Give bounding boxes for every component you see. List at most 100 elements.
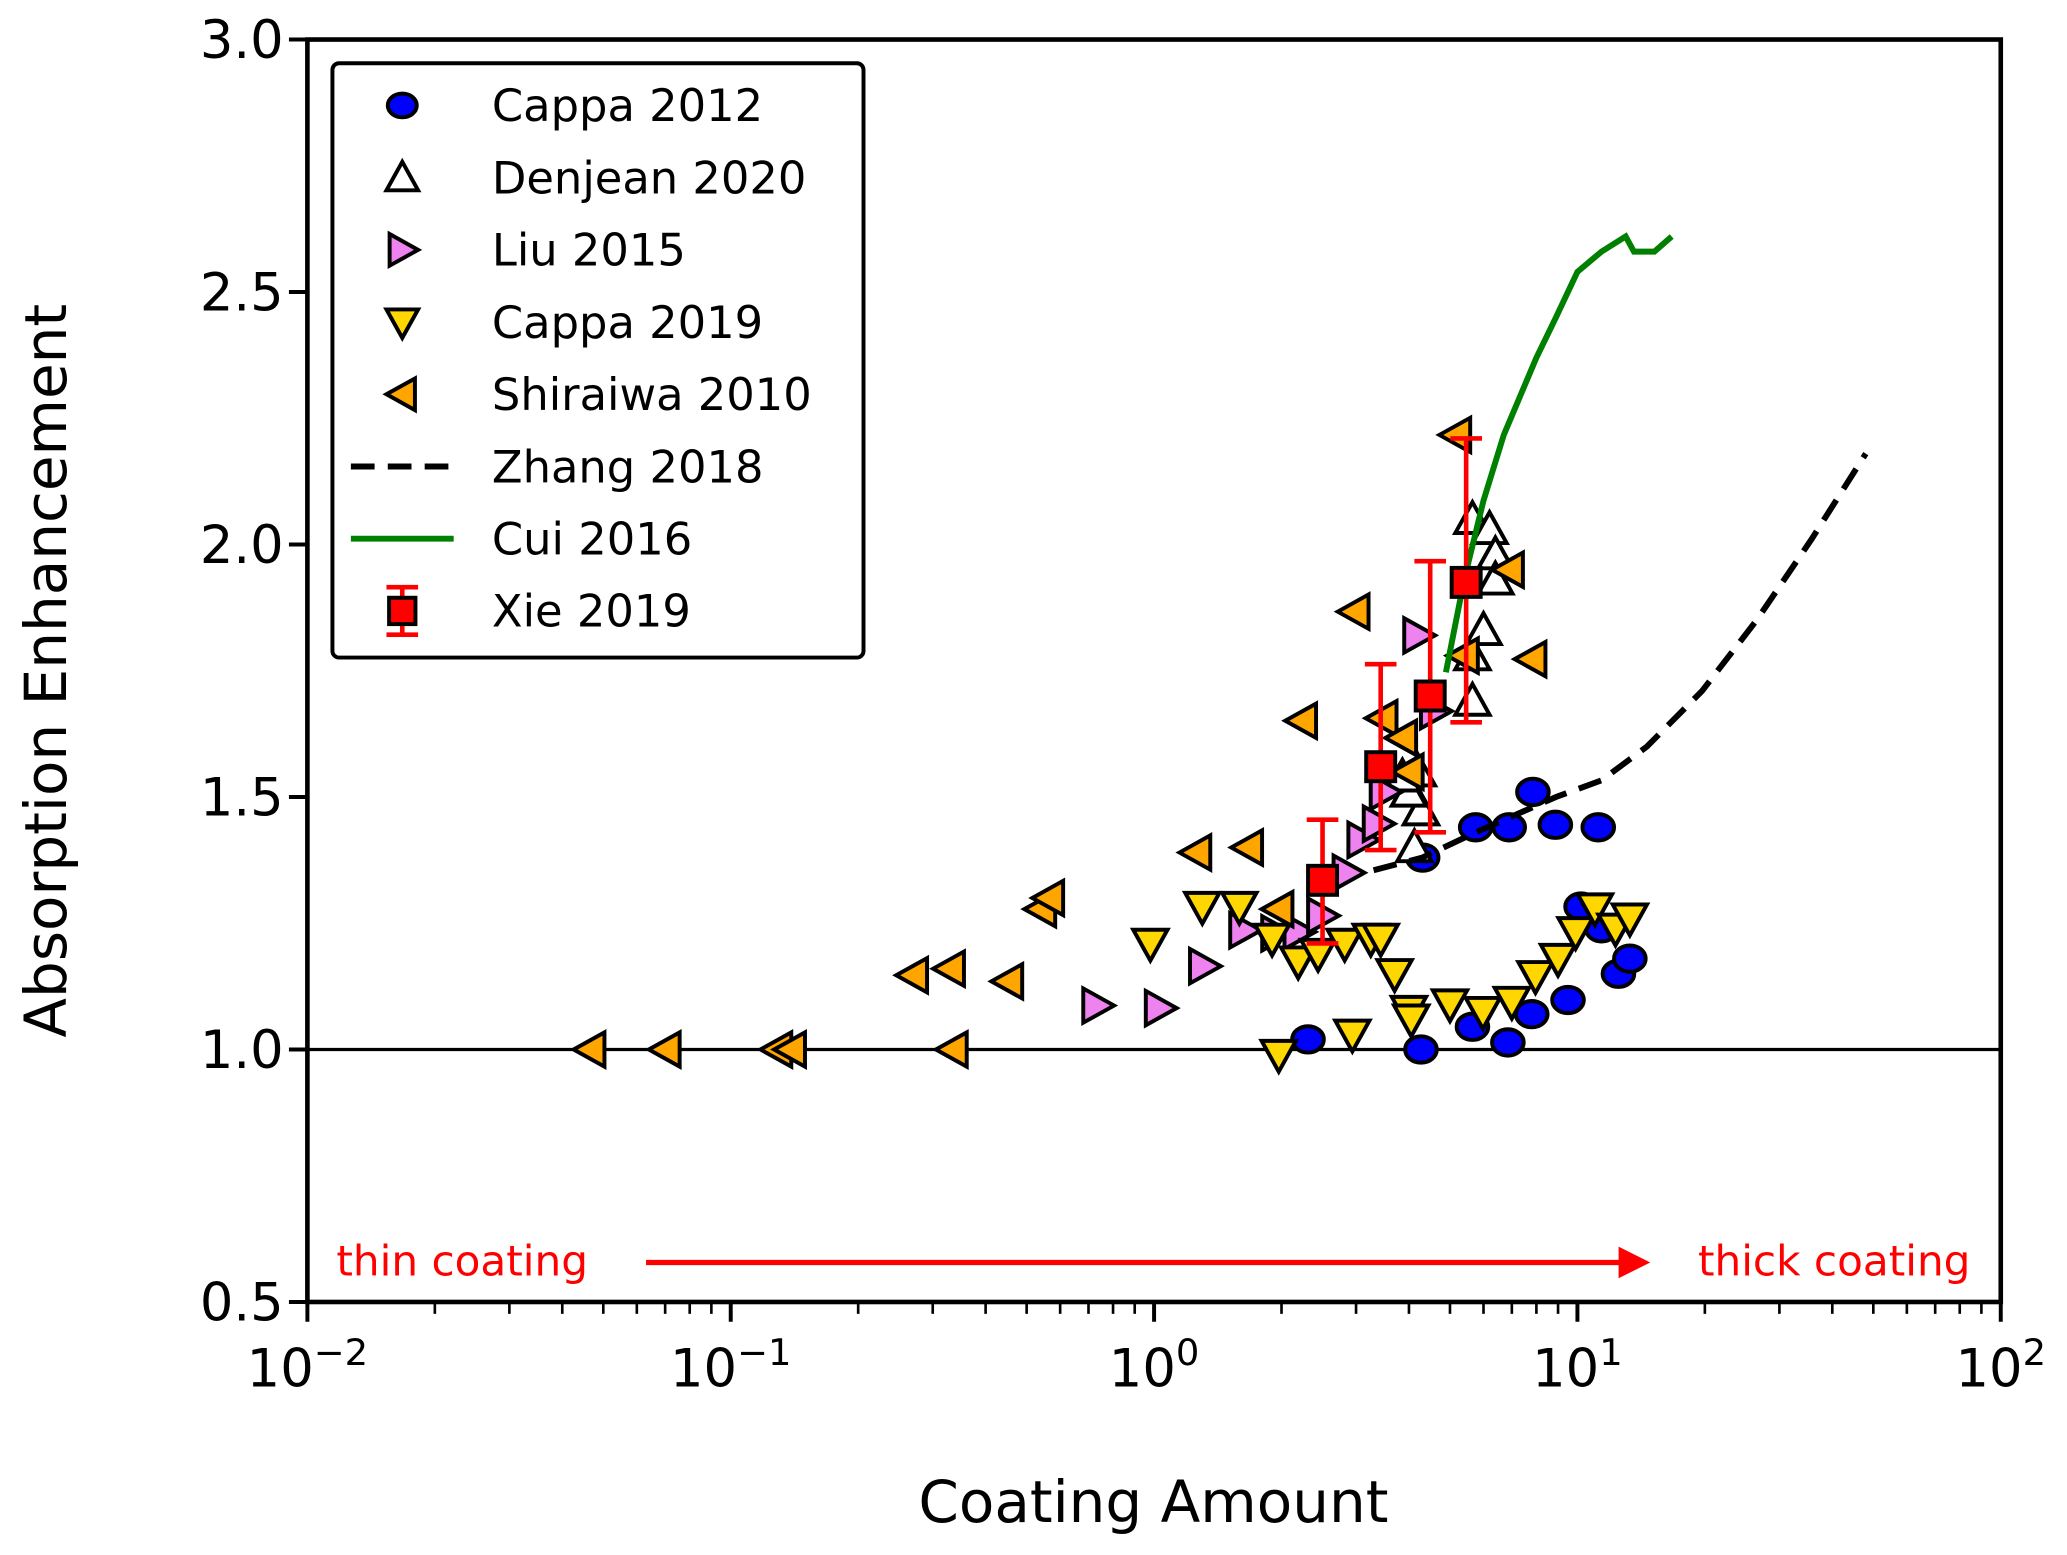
point-cappa-2019: [1129, 927, 1171, 965]
point-denjean-2020: [1451, 679, 1493, 717]
point-liu-2015: [1188, 945, 1225, 987]
y-tick-label: 1.0: [200, 1020, 284, 1081]
y-tick-label: 1.5: [200, 767, 284, 828]
point-cappa-2019: [1491, 985, 1533, 1023]
point-xie-2019: [1306, 863, 1340, 897]
point-xie-2019: [1449, 565, 1483, 599]
x-tick-label: 10−1: [670, 1331, 791, 1399]
legend-marker-xie-2019: [387, 595, 418, 627]
x-tick-label: 100: [1109, 1331, 1200, 1399]
point-shiraiwa-2010: [1281, 700, 1319, 742]
point-shiraiwa-2010: [1442, 635, 1480, 677]
point-liu-2015: [1081, 985, 1119, 1027]
point-xie-2019: [1413, 679, 1447, 713]
y-tick-label: 2.0: [200, 515, 284, 576]
legend-label: Shiraiwa 2010: [492, 368, 812, 421]
point-shiraiwa-2010: [987, 960, 1025, 1002]
line-zhang-2018: [1372, 452, 1869, 874]
legend-marker-shiraiwa-2010: [382, 375, 417, 414]
point-shiraiwa-2010: [1028, 877, 1066, 919]
point-cappa-2012: [1403, 1034, 1439, 1065]
point-cappa-2019: [1331, 1018, 1373, 1056]
series-zhang-2018: [1372, 452, 1869, 874]
point-cappa-2019: [1429, 988, 1471, 1026]
legend-label: Cappa 2019: [492, 296, 763, 349]
y-tick-label: 2.5: [200, 262, 284, 323]
series-shiraiwa-2010: [569, 414, 1548, 1070]
point-shiraiwa-2010: [892, 954, 930, 996]
legend-label: Denjean 2020: [492, 151, 807, 204]
legend-label: Cappa 2012: [492, 79, 763, 132]
point-liu-2015: [1402, 614, 1440, 656]
series-cui-2016: [1442, 232, 1674, 673]
legend-item-denjean-2020: Denjean 2020: [383, 151, 807, 204]
x-axis-label: Coating Amount: [918, 1468, 1388, 1536]
point-cappa-2019: [1462, 995, 1504, 1033]
point-cappa-2019: [1258, 1038, 1300, 1076]
legend-label: Cui 2016: [492, 513, 692, 566]
point-cappa-2012: [1515, 776, 1551, 808]
x-tick-label: 102: [1955, 1331, 2046, 1399]
point-cappa-2012: [1612, 943, 1648, 974]
point-cappa-2019: [1218, 890, 1260, 928]
point-cappa-2019: [1574, 892, 1616, 930]
point-shiraiwa-2010: [1333, 591, 1371, 633]
point-cappa-2019: [1514, 960, 1556, 997]
point-cappa-2012: [1550, 984, 1586, 1016]
plot-area: [307, 232, 2001, 1076]
legend-marker-cappa-2019: [383, 307, 422, 342]
point-cappa-2019: [1181, 890, 1223, 928]
point-cappa-2019: [1537, 942, 1579, 980]
legend-item-xie-2019: Xie 2019: [386, 585, 691, 638]
point-cappa-2012: [1537, 809, 1574, 840]
x-tick-label: 101: [1532, 1331, 1623, 1399]
legend-item-cui-2016: Cui 2016: [350, 513, 692, 566]
point-cappa-2019: [1555, 916, 1597, 954]
point-cappa-2019: [1609, 902, 1651, 940]
series-xie-2019: [1306, 436, 1483, 946]
point-shiraiwa-2010: [644, 1029, 682, 1070]
point-denjean-2020: [1469, 508, 1511, 546]
point-shiraiwa-2010: [770, 1029, 807, 1070]
legend-item-cappa-2019: Cappa 2019: [383, 296, 763, 349]
legend-item-cappa-2012: Cappa 2012: [385, 79, 763, 132]
point-cappa-2019: [1374, 958, 1416, 995]
line-cui-2016: [1442, 232, 1674, 673]
point-cappa-2012: [1580, 812, 1617, 843]
y-tick-label: 0.5: [200, 1272, 284, 1333]
ticks: 0.5 1.0 1.5 2.0 2.5 3.0 10−2 10−1 100 101 102: [200, 10, 2046, 1399]
point-cappa-2019: [1277, 945, 1319, 983]
point-shiraiwa-2010: [1510, 638, 1548, 680]
point-cappa-2012: [1491, 812, 1527, 843]
legend-marker-liu-2015: [387, 230, 423, 270]
point-shiraiwa-2010: [1435, 414, 1473, 456]
point-shiraiwa-2010: [1387, 751, 1425, 793]
point-cappa-2019: [1360, 922, 1402, 960]
legend: Cappa 2012 Denjean 2020 Liu 2015 Cappa 2019…: [330, 61, 866, 660]
y-tick-label: 3.0: [200, 10, 284, 71]
point-shiraiwa-2010: [931, 1029, 969, 1070]
point-shiraiwa-2010: [1381, 717, 1419, 759]
annotation-thin-coating: thin coating: [336, 1237, 588, 1286]
x-tick-label: 10−2: [247, 1331, 368, 1399]
legend-marker-cappa-2012: [385, 91, 419, 120]
point-cappa-2019: [1297, 937, 1339, 975]
annotation-thick-coating: thick coating: [1698, 1237, 1970, 1286]
point-shiraiwa-2010: [1257, 888, 1295, 930]
point-cappa-2019: [1390, 1003, 1432, 1041]
point-shiraiwa-2010: [929, 948, 966, 990]
coating-arrow: [646, 1246, 1651, 1279]
point-cappa-2019: [1251, 922, 1293, 960]
legend-item-shiraiwa-2010: Shiraiwa 2010: [382, 368, 812, 421]
point-cappa-2012: [1490, 1027, 1526, 1058]
y-axis-label: Absorption Enhancement: [12, 304, 80, 1038]
point-shiraiwa-2010: [1227, 827, 1265, 868]
series-denjean-2020: [1381, 498, 1516, 864]
legend-item-zhang-2018: Zhang 2018: [350, 440, 764, 493]
legend-item-liu-2015: Liu 2015: [387, 224, 686, 277]
legend-label: Zhang 2018: [492, 440, 764, 493]
point-shiraiwa-2010: [569, 1029, 607, 1070]
point-shiraiwa-2010: [1175, 832, 1213, 874]
point-xie-2019: [1364, 750, 1398, 784]
